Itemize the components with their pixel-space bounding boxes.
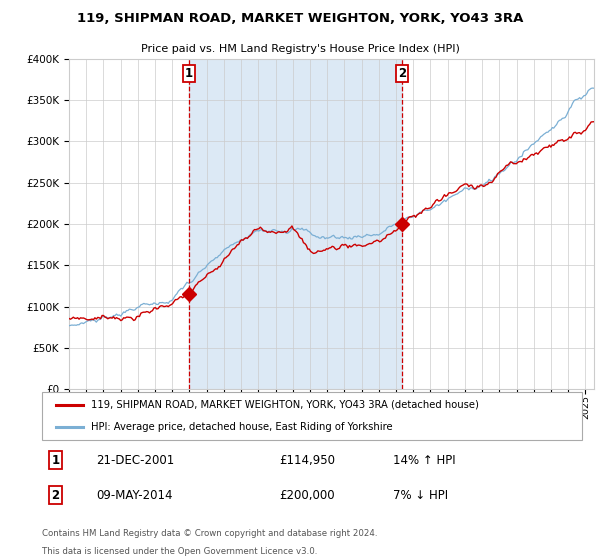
Text: 7% ↓ HPI: 7% ↓ HPI: [393, 489, 448, 502]
Text: £114,950: £114,950: [280, 454, 335, 467]
Text: 21-DEC-2001: 21-DEC-2001: [96, 454, 174, 467]
Text: 2: 2: [52, 489, 59, 502]
Text: HPI: Average price, detached house, East Riding of Yorkshire: HPI: Average price, detached house, East…: [91, 422, 392, 432]
Text: Contains HM Land Registry data © Crown copyright and database right 2024.: Contains HM Land Registry data © Crown c…: [42, 529, 377, 538]
Text: 2: 2: [398, 67, 406, 80]
Text: 09-MAY-2014: 09-MAY-2014: [96, 489, 173, 502]
Text: 119, SHIPMAN ROAD, MARKET WEIGHTON, YORK, YO43 3RA (detached house): 119, SHIPMAN ROAD, MARKET WEIGHTON, YORK…: [91, 400, 478, 410]
Text: 1: 1: [52, 454, 59, 467]
Text: 1: 1: [185, 67, 193, 80]
Text: This data is licensed under the Open Government Licence v3.0.: This data is licensed under the Open Gov…: [42, 548, 317, 557]
Text: 119, SHIPMAN ROAD, MARKET WEIGHTON, YORK, YO43 3RA: 119, SHIPMAN ROAD, MARKET WEIGHTON, YORK…: [77, 12, 523, 25]
Text: £200,000: £200,000: [280, 489, 335, 502]
Text: Price paid vs. HM Land Registry's House Price Index (HPI): Price paid vs. HM Land Registry's House …: [140, 44, 460, 54]
FancyBboxPatch shape: [42, 392, 582, 440]
Bar: [189, 59, 402, 389]
Text: 14% ↑ HPI: 14% ↑ HPI: [393, 454, 455, 467]
